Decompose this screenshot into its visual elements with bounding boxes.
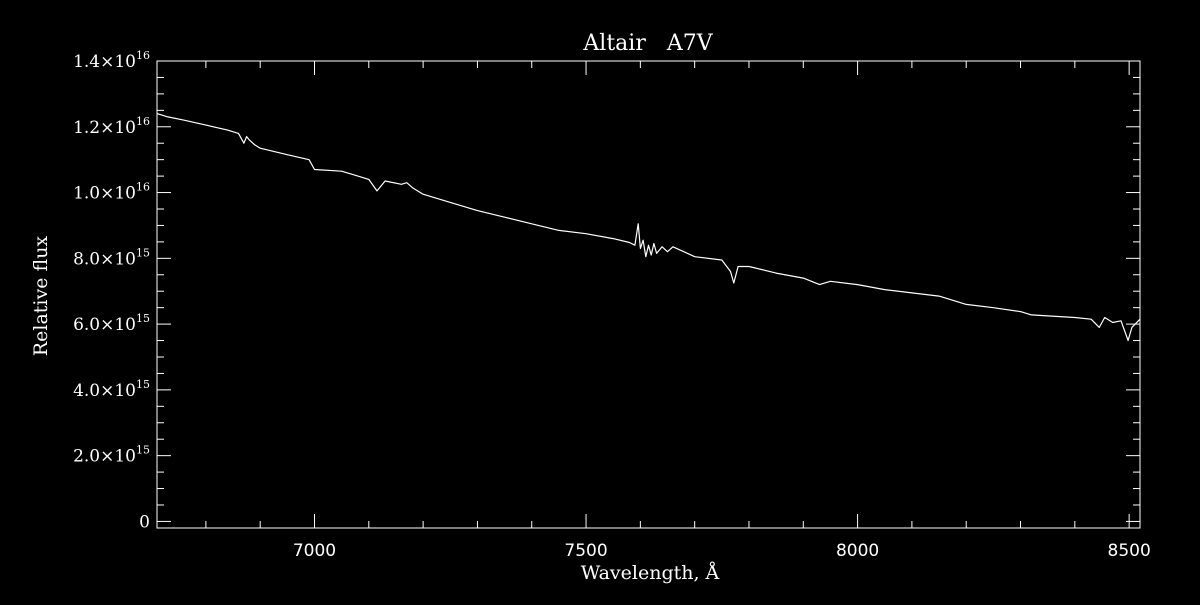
y-tick-label: 6.0×1015 <box>73 312 150 335</box>
x-tick-label: 7500 <box>564 541 607 561</box>
plot-frame <box>156 60 1141 529</box>
y-tick-label: 8.0×1015 <box>73 246 150 269</box>
y-tick-label: 1.4×1016 <box>73 49 150 72</box>
x-tick-label: 8000 <box>836 541 879 561</box>
x-axis-label: Wavelength, Å <box>581 562 720 584</box>
y-tick-label: 4.0×1015 <box>73 378 150 401</box>
x-tick-label: 8500 <box>1108 541 1151 561</box>
series-layer <box>156 113 1141 342</box>
y-tick-label: 0 <box>139 512 150 532</box>
y-tick-label: 1.0×1016 <box>73 181 150 204</box>
spectrum-line <box>156 113 1141 342</box>
y-tick-labels: 1.4×1016 1.2×1016 1.0×1016 8.0×1015 6.0×1015… <box>73 49 150 532</box>
tick-marks <box>157 60 1140 528</box>
chart-title: Altair A7V <box>582 31 713 56</box>
x-tick-label: 7000 <box>293 541 336 561</box>
y-axis-label: Relative flux <box>30 236 52 357</box>
x-tick-labels: 7000 7500 8000 8500 <box>293 541 1151 561</box>
y-tick-label: 2.0×1015 <box>73 444 150 467</box>
y-tick-label: 1.2×1016 <box>73 115 150 138</box>
